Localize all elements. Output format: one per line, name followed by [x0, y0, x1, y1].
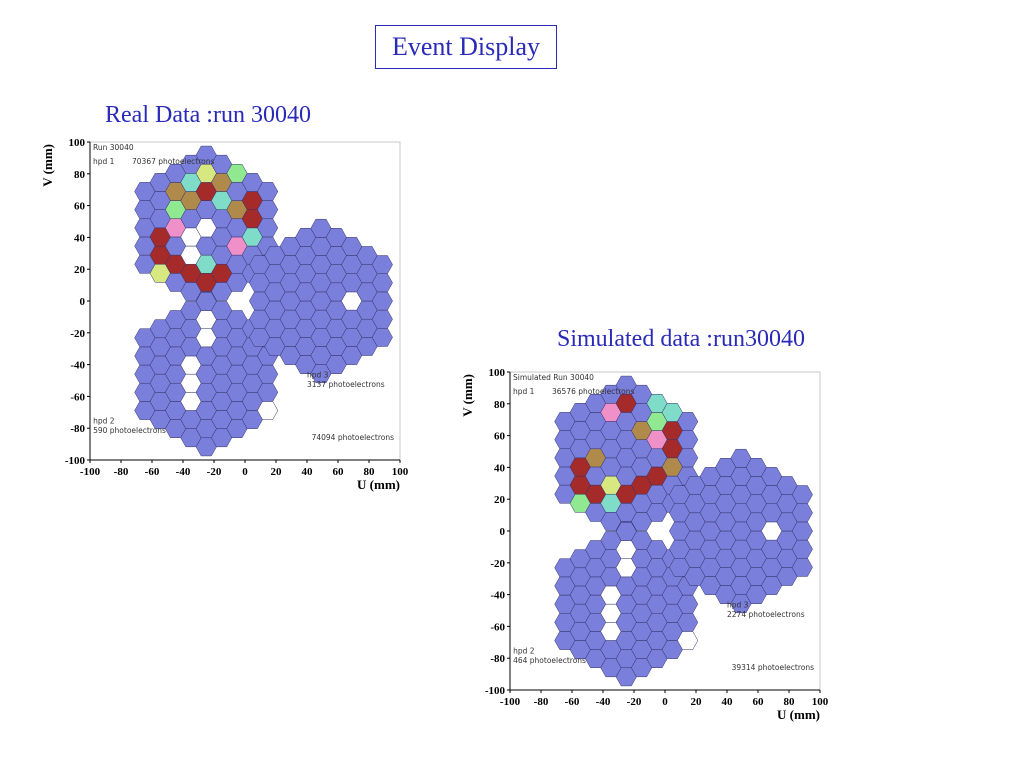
y-tick-label: -100 [65, 455, 86, 467]
x-tick-label: -80 [534, 696, 549, 708]
simulated-data-event-display: 100 80 60 40 20 0 -20 -40 -60 -80 -100-100 -80 -60 -4… [460, 367, 829, 722]
hpd-1-label: hpd 1 [513, 387, 535, 396]
y-tick-label: -60 [490, 621, 505, 633]
y-tick-label: 0 [500, 526, 506, 538]
x-tick-label: -100 [500, 696, 521, 708]
pixel-hex [791, 485, 813, 504]
x-tick-label: 100 [392, 466, 409, 478]
x-tick-label: 80 [784, 696, 796, 708]
hpd-3-array [669, 448, 813, 614]
hpd-2-label: hpd 2 [93, 416, 115, 425]
hpd-3-array [249, 218, 393, 384]
y-tick-label: -40 [490, 590, 505, 602]
y-tick-label: 60 [74, 201, 86, 213]
x-tick-label: 60 [753, 696, 765, 708]
hpd-2-photoelectrons: 590 photoelectrons [93, 426, 166, 435]
y-axis-title: V (mm) [40, 144, 55, 187]
y-tick-label: 100 [489, 367, 506, 379]
x-tick-label: 20 [691, 696, 703, 708]
x-tick-label: 0 [242, 466, 248, 478]
x-axis-title: U (mm) [357, 477, 400, 492]
y-tick-label: -20 [490, 558, 505, 570]
y-tick-label: -60 [70, 391, 85, 403]
hpd-1-photoelectrons: 70367 photoelectrons [132, 157, 215, 166]
x-tick-label: -80 [114, 466, 129, 478]
x-tick-label: -40 [596, 696, 611, 708]
y-tick-label: -100 [485, 685, 506, 697]
slide-title: Event Display [375, 25, 557, 69]
x-tick-label: 80 [364, 466, 376, 478]
hpd-2-array [554, 522, 699, 687]
y-tick-label: 0 [80, 296, 86, 308]
hpd-1-photoelectrons: 36576 photoelectrons [552, 387, 635, 396]
y-tick-label: -80 [490, 653, 505, 665]
x-tick-label: 60 [333, 466, 345, 478]
y-tick-label: -80 [70, 423, 85, 435]
pixel-hex [677, 412, 699, 431]
hpd-1-array [134, 145, 279, 310]
run-label: Simulated Run 30040 [513, 373, 594, 382]
real-data-caption: Real Data :run 30040 [105, 102, 311, 128]
y-tick-label: 60 [494, 431, 506, 443]
hpd-3-label: hpd 3 [307, 370, 329, 379]
hpd-3-photoelectrons: 2274 photoelectrons [727, 610, 805, 619]
x-tick-label: 100 [812, 696, 829, 708]
y-tick-label: 100 [69, 137, 86, 149]
y-tick-label: 20 [494, 494, 506, 506]
y-axis-title: V (mm) [460, 374, 475, 417]
real-data-event-display: 100 80 60 40 20 0 -20 -40 -60 -80 -100-100 -80 -60 -4… [40, 137, 409, 492]
hpd-3-photoelectrons: 3137 photoelectrons [307, 380, 385, 389]
x-tick-label: 0 [662, 696, 668, 708]
total-photoelectrons-label: 39314 photoelectrons [732, 663, 815, 672]
hpd-1-label: hpd 1 [93, 157, 115, 166]
x-axis-title: U (mm) [777, 707, 820, 722]
x-tick-label: 40 [302, 466, 314, 478]
x-tick-label: -60 [145, 466, 160, 478]
total-photoelectrons-label: 74094 photoelectrons [312, 433, 395, 442]
simulated-data-caption: Simulated data :run30040 [557, 326, 805, 352]
y-tick-label: 40 [494, 462, 506, 474]
hpd-2-photoelectrons: 464 photoelectrons [513, 656, 586, 665]
x-tick-label: 40 [722, 696, 734, 708]
pixel-hex [257, 182, 279, 201]
y-tick-label: 80 [494, 399, 506, 411]
hpd-2-label: hpd 2 [513, 646, 535, 655]
hpd-3-label: hpd 3 [727, 600, 749, 609]
y-tick-label: -20 [70, 328, 85, 340]
x-tick-label: -60 [565, 696, 580, 708]
x-tick-label: -40 [176, 466, 191, 478]
x-tick-label: -20 [207, 466, 222, 478]
y-tick-label: 40 [74, 232, 86, 244]
x-tick-label: -100 [80, 466, 101, 478]
y-tick-label: 20 [74, 264, 86, 276]
y-tick-label: -40 [70, 360, 85, 372]
y-tick-label: 80 [74, 169, 86, 181]
pixel-hex [371, 255, 393, 274]
x-tick-label: -20 [627, 696, 642, 708]
x-tick-label: 20 [271, 466, 283, 478]
run-label: Run 30040 [93, 143, 134, 152]
